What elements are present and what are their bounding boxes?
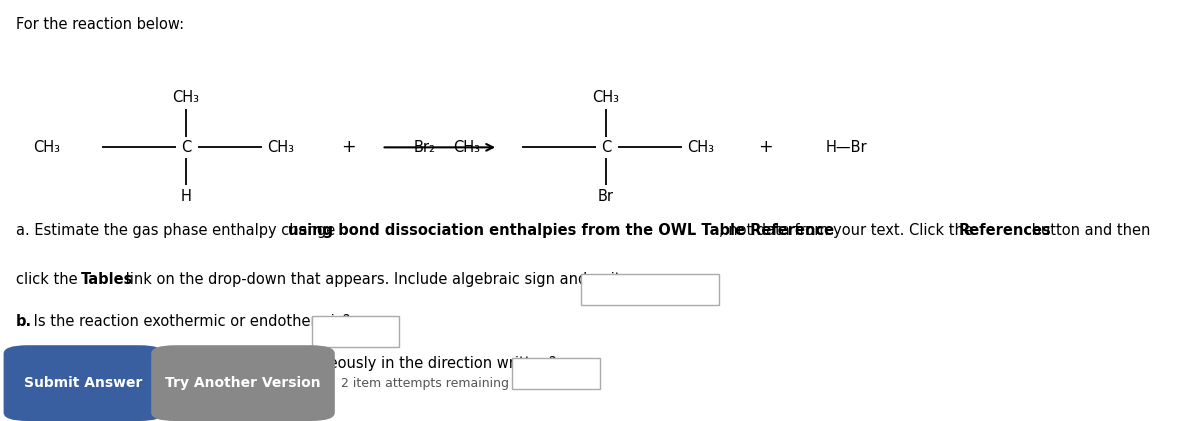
- Text: CH₃: CH₃: [593, 90, 619, 105]
- Text: CH₃: CH₃: [268, 140, 295, 155]
- Text: Tables: Tables: [80, 272, 133, 287]
- Text: 2 item attempts remaining: 2 item attempts remaining: [341, 377, 509, 389]
- Text: +: +: [758, 139, 773, 156]
- Text: c.: c.: [16, 356, 30, 371]
- Text: C: C: [601, 140, 611, 155]
- Text: Is the reaction exothermic or endothermic?: Is the reaction exothermic or endothermi…: [29, 314, 350, 329]
- Text: CH₃: CH₃: [454, 140, 480, 155]
- Text: button and then: button and then: [1027, 223, 1151, 238]
- Text: CH₃: CH₃: [34, 140, 60, 155]
- Text: CH₃: CH₃: [688, 140, 715, 155]
- Text: +: +: [341, 139, 355, 156]
- FancyBboxPatch shape: [312, 316, 400, 347]
- FancyBboxPatch shape: [4, 345, 163, 421]
- Text: References: References: [959, 223, 1051, 238]
- FancyBboxPatch shape: [512, 358, 600, 389]
- Text: For the reaction below:: For the reaction below:: [16, 17, 184, 32]
- Text: , not data from your text. Click the: , not data from your text. Click the: [719, 223, 977, 238]
- Text: C: C: [181, 140, 191, 155]
- Text: click the: click the: [16, 272, 82, 287]
- Text: ⌄: ⌄: [377, 322, 386, 332]
- Text: b.: b.: [16, 314, 31, 329]
- Text: a. Estimate the gas phase enthalpy change: a. Estimate the gas phase enthalpy chang…: [16, 223, 340, 238]
- Text: CH₃: CH₃: [173, 90, 199, 105]
- Text: Br₂: Br₂: [414, 140, 436, 155]
- FancyBboxPatch shape: [581, 274, 719, 305]
- Text: Try Another Version: Try Another Version: [166, 376, 320, 390]
- FancyBboxPatch shape: [151, 345, 335, 421]
- Text: Submit Answer: Submit Answer: [24, 376, 143, 390]
- Text: using bond dissociation enthalpies from the OWL Table Reference: using bond dissociation enthalpies from …: [288, 223, 834, 238]
- Text: H—Br: H—Br: [826, 140, 868, 155]
- Text: ⌄: ⌄: [577, 364, 587, 374]
- Text: Is the reaction likely to proceed spontaneously in the direction written?: Is the reaction likely to proceed sponta…: [29, 356, 557, 371]
- Text: H: H: [180, 189, 192, 205]
- Text: Br: Br: [598, 189, 614, 205]
- Text: link on the drop-down that appears. Include algebraic sign and units.: link on the drop-down that appears. Incl…: [121, 272, 634, 287]
